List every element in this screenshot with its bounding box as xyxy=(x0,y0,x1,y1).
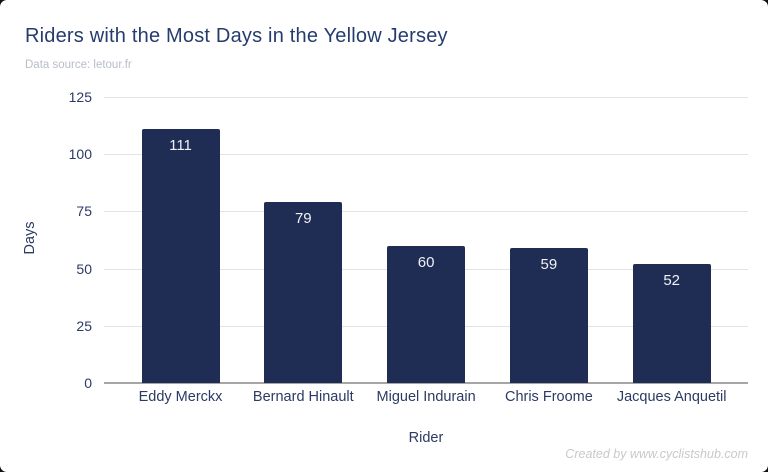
bar-bernard-hinault[interactable]: 79 xyxy=(264,202,343,383)
gridline-y125 xyxy=(104,97,748,98)
x-tick-label: Bernard Hinault xyxy=(252,389,354,405)
credit-text: Created by www.cyclistshub.com xyxy=(565,447,748,461)
y-axis-title: Days xyxy=(22,221,38,255)
x-axis-baseline xyxy=(104,382,748,384)
y-tick-label: 25 xyxy=(76,317,92,334)
bar-eddy-merckx[interactable]: 111 xyxy=(141,129,220,383)
bar-value-label: 111 xyxy=(169,137,192,155)
y-tick-label: 75 xyxy=(76,203,92,220)
bar-value-label: 60 xyxy=(417,253,435,271)
x-tick-label: Eddy Merckx xyxy=(138,389,223,405)
bar-value-label: 52 xyxy=(663,272,681,290)
bar-miguel-indurain[interactable]: 60 xyxy=(387,245,466,383)
bar-jacques-anquetil[interactable]: 52 xyxy=(632,264,711,383)
y-tick-label: 50 xyxy=(76,260,92,277)
y-tick-label: 125 xyxy=(68,89,92,105)
y-tick-label: 0 xyxy=(84,375,92,391)
y-tick-label: 100 xyxy=(68,146,92,163)
chart-subtitle: Data source: letour.fr xyxy=(25,59,132,71)
x-tick-label: Miguel Indurain xyxy=(376,389,476,405)
bar-value-label: 79 xyxy=(294,210,312,228)
gridline-y100 xyxy=(104,154,748,156)
x-axis-title: Rider xyxy=(408,430,444,446)
chart-title: Riders with the Most Days in the Yellow … xyxy=(25,25,448,47)
bar-chris-froome[interactable]: 59 xyxy=(509,248,588,383)
x-tick-label: Chris Froome xyxy=(504,389,593,405)
x-tick-label: Jacques Anquetil xyxy=(616,389,727,405)
gridline-y75 xyxy=(104,211,748,213)
bar-value-label: 59 xyxy=(540,256,558,273)
